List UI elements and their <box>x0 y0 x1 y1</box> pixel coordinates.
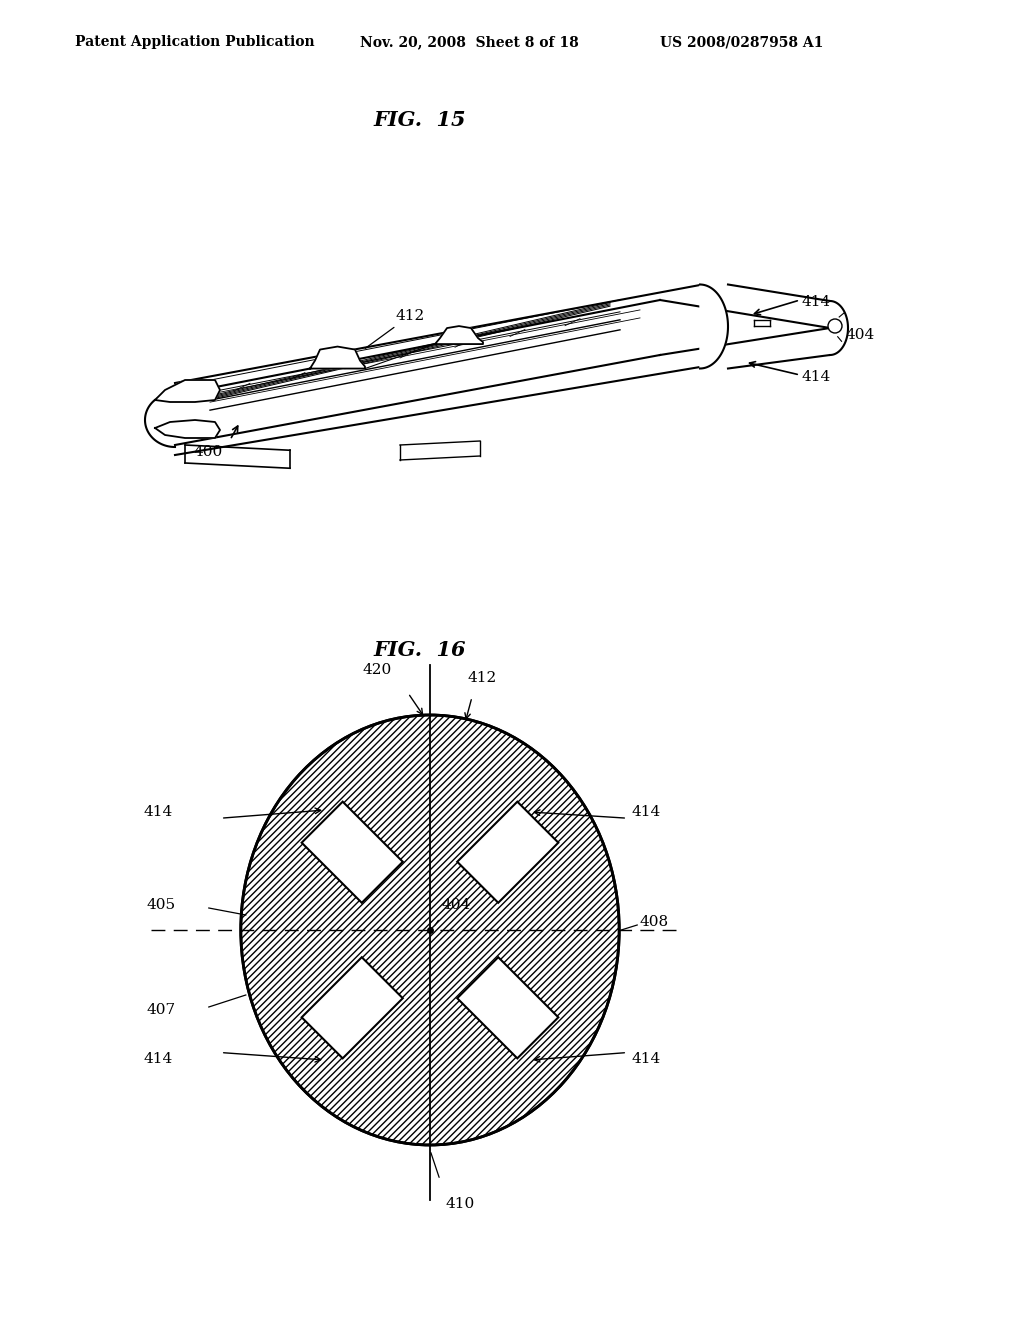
Polygon shape <box>435 326 483 345</box>
Text: 412: 412 <box>468 671 498 685</box>
Polygon shape <box>155 380 220 403</box>
Polygon shape <box>458 957 558 1059</box>
Text: 414: 414 <box>631 1052 660 1067</box>
Ellipse shape <box>241 715 620 1144</box>
Text: 405: 405 <box>146 898 176 912</box>
Polygon shape <box>458 801 558 903</box>
Polygon shape <box>155 420 220 438</box>
Polygon shape <box>302 957 402 1059</box>
Text: 408: 408 <box>639 915 669 929</box>
Text: FIG.  16: FIG. 16 <box>374 640 466 660</box>
Polygon shape <box>830 301 848 355</box>
Polygon shape <box>700 285 728 368</box>
Text: 404: 404 <box>442 898 471 912</box>
Text: 412: 412 <box>366 309 424 348</box>
Text: FIG.  15: FIG. 15 <box>374 110 466 129</box>
Text: 400: 400 <box>193 445 222 459</box>
Text: Nov. 20, 2008  Sheet 8 of 18: Nov. 20, 2008 Sheet 8 of 18 <box>360 36 579 49</box>
Text: 414: 414 <box>143 1052 173 1067</box>
Polygon shape <box>310 347 365 368</box>
Text: 404: 404 <box>845 327 874 342</box>
Text: 420: 420 <box>362 663 392 677</box>
Text: 414: 414 <box>802 294 831 309</box>
Text: 414: 414 <box>631 805 660 818</box>
Text: 410: 410 <box>445 1197 474 1210</box>
Text: US 2008/0287958 A1: US 2008/0287958 A1 <box>660 36 823 49</box>
Polygon shape <box>302 801 402 903</box>
Text: 414: 414 <box>802 370 831 384</box>
Text: 407: 407 <box>146 1003 176 1016</box>
Text: Patent Application Publication: Patent Application Publication <box>75 36 314 49</box>
Circle shape <box>828 319 842 333</box>
Text: 414: 414 <box>143 805 173 818</box>
